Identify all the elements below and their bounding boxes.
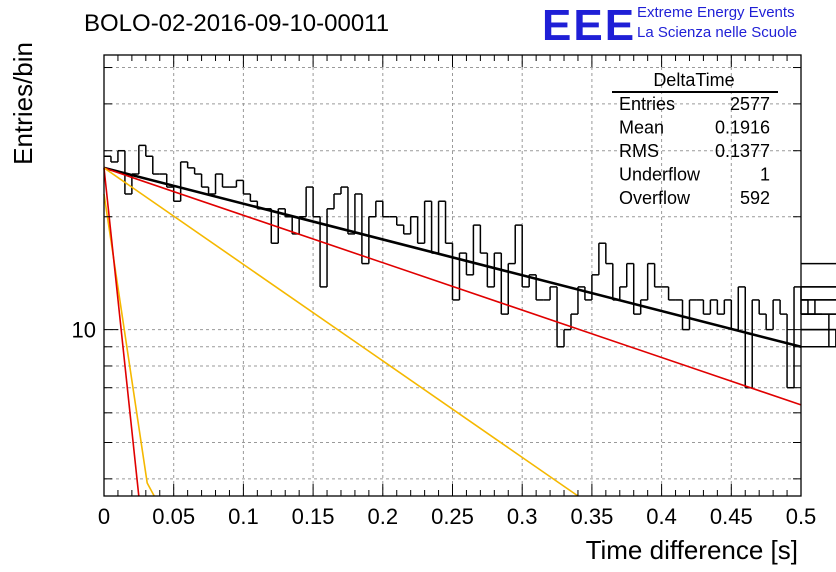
eee-logo: EEE	[542, 1, 637, 50]
fit-curve	[103, 166, 802, 349]
stats-value: 592	[740, 188, 770, 208]
histogram-bars	[104, 144, 836, 389]
y-tick-label: 10	[72, 318, 96, 343]
logo-caption-line2: La Scienza nelle Scuole	[637, 24, 798, 41]
x-tick-label: 0.45	[710, 504, 753, 529]
stats-value: 2577	[730, 94, 770, 114]
stats-label: Mean	[619, 118, 664, 138]
x-tick-label: 0.25	[431, 504, 474, 529]
stats-value: 0.1916	[715, 118, 770, 138]
stats-value: 0.1377	[715, 141, 770, 161]
stats-box: DeltaTime Entries 2577 Mean 0.1916 RMS 0.1377 U…	[612, 70, 778, 208]
x-tick-label: 0.2	[368, 504, 399, 529]
stats-title: DeltaTime	[653, 70, 734, 90]
stats-label: RMS	[619, 141, 659, 161]
stats-value: 1	[760, 165, 770, 185]
x-tick-label: 0.05	[152, 504, 195, 529]
x-tick-label: 0.1	[228, 504, 259, 529]
stats-label: Underflow	[619, 165, 701, 185]
fit-lines	[103, 166, 802, 497]
grid-lines	[104, 55, 801, 496]
x-tick-label: 0	[98, 504, 110, 529]
y-axis-title: Entries/bin	[8, 42, 38, 165]
logo-caption-line1: Extreme Energy Events	[637, 4, 795, 21]
x-axis-title: Time difference [s]	[586, 535, 798, 565]
axis-labels: 0 0.05 0.1 0.15 0.2 0.25 0.3 0.35 0.4 0.45 0.5 10 Ti…	[8, 42, 816, 565]
x-tick-label: 0.3	[507, 504, 538, 529]
x-tick-label: 0.4	[646, 504, 677, 529]
fit-curve	[103, 167, 802, 406]
x-tick-label: 0.5	[786, 504, 817, 529]
fit-curve	[103, 193, 155, 497]
x-tick-label: 0.15	[292, 504, 335, 529]
x-tick-label: 0.35	[570, 504, 613, 529]
axis-ticks	[103, 55, 802, 496]
chart-title: BOLO-02-2016-09-10-00011	[84, 10, 390, 37]
stats-label: Overflow	[619, 188, 691, 208]
fit-curve	[103, 167, 579, 497]
stats-label: Entries	[619, 94, 675, 114]
fit-curve	[103, 167, 140, 497]
